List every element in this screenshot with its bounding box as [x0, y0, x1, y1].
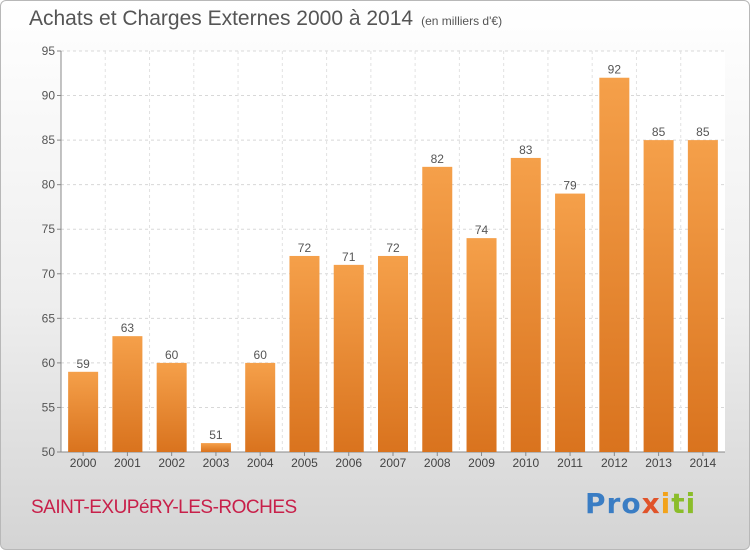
value-label: 72 [298, 241, 312, 255]
bar-2005 [289, 255, 320, 452]
chart-title-text: Achats et Charges Externes 2000 à 2014 [29, 7, 414, 30]
y-tick-label: 95 [42, 44, 56, 58]
y-tick-label: 70 [42, 267, 56, 281]
y-tick-label: 55 [42, 400, 56, 414]
bar-2003 [200, 443, 231, 452]
x-tick-label: 2006 [335, 456, 362, 470]
bar-2009 [466, 238, 497, 452]
x-tick-label: 2009 [468, 456, 495, 470]
x-tick-label: 2001 [114, 456, 141, 470]
y-tick-label: 90 [42, 89, 56, 103]
x-tick-label: 2012 [601, 456, 628, 470]
value-label: 83 [519, 143, 533, 157]
place-name: SAINT-EXUPéRY-LES-ROCHES [31, 497, 297, 518]
bar-2002 [156, 362, 187, 452]
chart-title: Achats et Charges Externes 2000 à 2014 (e… [29, 7, 502, 31]
logo-part-2: x [641, 487, 661, 520]
value-label: 71 [342, 250, 356, 264]
x-tick-label: 2008 [424, 456, 451, 470]
x-tick-label: 2013 [645, 456, 672, 470]
x-tick-label: 2011 [557, 456, 583, 470]
value-label: 82 [431, 152, 445, 166]
value-label: 63 [121, 321, 135, 335]
bar-2007 [378, 255, 408, 452]
value-label: 59 [76, 357, 90, 371]
bar-2010 [510, 157, 541, 452]
x-tick-label: 2007 [380, 456, 407, 470]
x-tick-label: 2002 [158, 456, 185, 470]
bar-2014 [687, 140, 718, 452]
x-tick-label: 2014 [690, 456, 717, 470]
logo-part-4: ti [671, 487, 697, 520]
bar-2001 [112, 336, 143, 452]
y-tick-label: 60 [42, 356, 56, 370]
logo-part-1: Pro [585, 487, 642, 520]
x-tick-label: 2004 [247, 456, 274, 470]
value-label: 85 [652, 125, 666, 139]
value-label: 60 [254, 348, 268, 362]
bar-2004 [245, 362, 276, 452]
y-tick-label: 50 [42, 445, 56, 459]
y-tick-label: 80 [42, 178, 56, 192]
bar-2006 [333, 264, 364, 452]
value-label: 60 [165, 348, 179, 362]
x-tick-label: 2000 [70, 456, 97, 470]
y-tick-label: 85 [42, 133, 56, 147]
value-label: 79 [563, 179, 577, 193]
bar-2012 [599, 77, 630, 452]
bar-2013 [643, 140, 674, 452]
bars [68, 77, 718, 453]
proxiti-logo: Proxiti [585, 487, 696, 520]
x-tick-label: 2010 [512, 456, 539, 470]
value-label: 85 [696, 125, 710, 139]
chart-subtitle: (en milliers d'€) [421, 14, 503, 28]
value-label: 92 [608, 63, 622, 77]
y-tick-label: 65 [42, 311, 56, 325]
logo-part-3: i [660, 487, 672, 520]
x-tick-label: 2005 [291, 456, 318, 470]
value-label: 51 [209, 428, 223, 442]
y-tick-label: 75 [42, 222, 56, 236]
value-label: 74 [475, 223, 489, 237]
bar-2011 [555, 193, 586, 453]
x-tick-label: 2003 [203, 456, 230, 470]
labels: 50 55 60 65 70 75 80 85 90 95 59 2000 63 2001 60 2002 51… [42, 44, 717, 470]
bar-2008 [422, 166, 453, 452]
value-label: 72 [386, 241, 400, 255]
bar-2000 [68, 371, 99, 452]
